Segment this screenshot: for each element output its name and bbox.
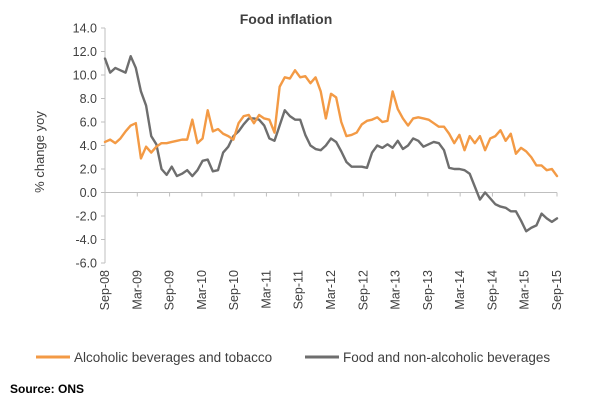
y-tick-label: 12.0	[73, 45, 97, 59]
x-axis-ticks: Sep-08 Mar-09 Sep-09 Mar-10 Sep-10 Mar-11 Sep-…	[98, 192, 564, 310]
x-tick-label: Mar-12	[324, 270, 338, 310]
series-line-alcoholic-beverages	[103, 69, 559, 178]
y-tick-label: -6.0	[75, 257, 97, 271]
y-axis-label: % change yoy	[32, 111, 47, 193]
x-tick-label: Mar-15	[518, 270, 532, 310]
chart-title: Food inflation	[240, 11, 333, 27]
x-tick-label: Sep-15	[550, 270, 564, 310]
y-axis-ticks: 14.0 12.0 10.0 8.0 6.0 4.0 2.0 0.0 -2.0 -4.0 -6.0	[73, 22, 105, 271]
y-tick-label: 14.0	[73, 22, 97, 36]
y-tick-label: 8.0	[80, 92, 97, 106]
legend: Alcoholic beverages and tobacco Food and…	[36, 350, 550, 365]
legend-label-food-beverages: Food and non-alcoholic beverages	[343, 350, 550, 365]
y-tick-label: 4.0	[80, 139, 97, 153]
x-tick-label: Sep-14	[485, 270, 499, 310]
x-tick-label: Mar-13	[389, 270, 403, 310]
x-tick-label: Sep-10	[227, 270, 241, 310]
x-tick-label: Sep-11	[292, 270, 306, 309]
y-tick-label: 2.0	[80, 163, 97, 177]
x-tick-label: Sep-12	[356, 270, 370, 310]
y-tick-label: -4.0	[75, 233, 97, 247]
x-tick-label: Mar-11	[259, 270, 273, 309]
source-note: Source: ONS	[10, 382, 84, 396]
series-line-food-beverages	[103, 55, 559, 233]
x-tick-label: Mar-14	[453, 270, 467, 310]
legend-label-alcoholic-beverages: Alcoholic beverages and tobacco	[74, 350, 272, 365]
x-tick-label: Sep-09	[163, 270, 177, 310]
y-tick-label: 10.0	[73, 69, 97, 83]
y-tick-label: -2.0	[75, 210, 97, 224]
x-tick-label: Sep-13	[421, 270, 435, 310]
series-layer	[103, 55, 559, 233]
x-tick-label: Sep-08	[98, 270, 112, 310]
y-tick-label: 0.0	[80, 186, 97, 200]
x-tick-label: Mar-09	[130, 270, 144, 310]
y-tick-label: 6.0	[80, 116, 97, 130]
x-tick-label: Mar-10	[195, 270, 209, 310]
